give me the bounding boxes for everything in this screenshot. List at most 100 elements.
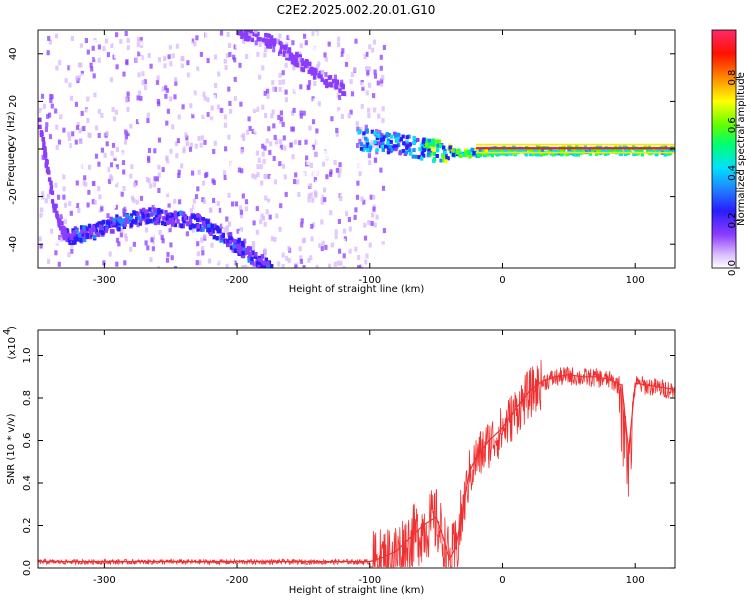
noise-cell — [146, 118, 150, 123]
noise-cell — [158, 54, 162, 60]
lower-arc-cell — [181, 216, 186, 222]
noise-cell — [165, 62, 169, 68]
noise-cell — [264, 195, 268, 201]
noise-cell — [107, 178, 112, 184]
noise-cell — [91, 181, 96, 186]
noise-cell — [175, 141, 179, 147]
noise-cell — [367, 82, 372, 88]
noise-cell — [164, 85, 168, 91]
noise-cell — [317, 152, 321, 158]
carrier-cell — [464, 149, 468, 154]
noise-cell — [126, 91, 130, 97]
noise-cell — [165, 87, 169, 93]
edge-trace-cell — [43, 155, 48, 160]
noise-cell — [376, 80, 380, 86]
noise-cell — [307, 130, 311, 136]
noise-cell — [350, 72, 354, 78]
noise-cell — [213, 140, 217, 146]
noise-cell — [96, 175, 100, 181]
noise-cell — [359, 189, 363, 194]
upper-arc-cell — [298, 57, 302, 62]
noise-cell — [241, 265, 245, 268]
noise-cell — [128, 128, 132, 134]
upper-arc-cell — [339, 82, 344, 87]
noise-cell — [335, 127, 339, 133]
noise-cell — [286, 35, 290, 41]
noise-cell — [228, 52, 232, 57]
lower-arc-cell — [193, 214, 197, 219]
carrier-cell — [416, 137, 420, 142]
noise-cell — [279, 203, 283, 209]
lower-arc-cell — [93, 234, 97, 240]
noise-cell — [360, 103, 364, 109]
noise-cell — [167, 207, 171, 213]
noise-cell — [189, 103, 193, 109]
noise-cell — [64, 78, 68, 84]
noise-cell — [158, 229, 162, 235]
noise-cell — [309, 146, 314, 152]
noise-cell — [290, 202, 294, 208]
noise-cell — [230, 95, 234, 101]
noise-cell — [254, 40, 258, 46]
carrier-cell — [401, 149, 405, 154]
noise-cell — [198, 260, 202, 266]
carrier-cell — [464, 153, 468, 158]
noise-cell — [275, 213, 279, 219]
noise-cell — [115, 64, 119, 70]
lower-arc-cell — [256, 261, 260, 266]
noise-cell — [87, 132, 91, 138]
noise-cell — [48, 134, 53, 140]
noise-cell — [208, 157, 212, 163]
noise-cell — [41, 216, 45, 222]
noise-cell — [103, 38, 107, 44]
lower-arc-cell — [139, 218, 143, 223]
noise-cell — [373, 73, 378, 79]
noise-cell — [337, 36, 341, 42]
noise-cell — [41, 191, 45, 197]
lower-arc-cell — [185, 221, 190, 226]
carrier-cell — [388, 144, 392, 149]
noise-cell — [43, 115, 47, 121]
carrier-cell — [436, 143, 440, 148]
noise-cell — [195, 70, 199, 76]
noise-cell — [304, 139, 308, 145]
noise-cell — [104, 38, 109, 44]
noise-cell — [170, 255, 174, 261]
noise-cell — [340, 79, 344, 85]
carrier-cell — [489, 147, 494, 152]
noise-cell — [289, 235, 293, 241]
noise-cell — [128, 231, 132, 237]
lower-arc-cell — [176, 219, 180, 224]
noise-cell — [167, 203, 171, 209]
noise-cell — [97, 57, 101, 63]
carrier-cell — [448, 145, 452, 150]
upper-arc-cell — [298, 54, 302, 59]
noise-cell — [330, 242, 334, 248]
noise-cell — [100, 147, 104, 153]
noise-cell — [325, 164, 329, 170]
lower-arc-cell — [109, 216, 113, 222]
noise-cell — [143, 79, 147, 85]
noise-cell — [164, 111, 169, 116]
carrier-cell — [376, 133, 380, 138]
lower-arc-cell — [249, 251, 253, 257]
noise-cell — [142, 90, 146, 96]
noise-cell — [196, 66, 200, 72]
noise-cell — [365, 51, 369, 57]
noise-cell — [361, 262, 365, 268]
noise-cell — [182, 148, 186, 154]
y-tick-label: 0.4 — [22, 475, 33, 491]
noise-cell — [123, 260, 127, 266]
upper-arc-cell — [246, 30, 250, 33]
noise-cell — [155, 79, 160, 85]
lower-arc-cell — [111, 229, 115, 234]
noise-cell — [271, 109, 275, 115]
carrier-cell — [393, 131, 397, 136]
noise-cell — [292, 65, 296, 71]
upper-arc-cell — [291, 54, 296, 59]
noise-cell — [86, 96, 90, 102]
carrier-cell — [459, 151, 463, 156]
noise-cell — [350, 262, 354, 268]
carrier-cell — [461, 152, 465, 157]
noise-cell — [379, 81, 384, 87]
